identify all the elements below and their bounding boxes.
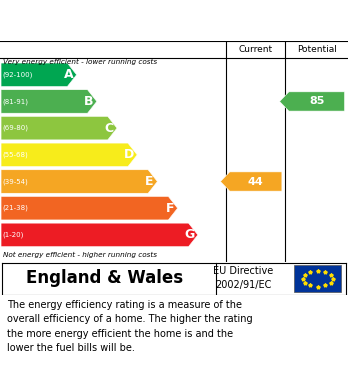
Text: Energy Efficiency Rating: Energy Efficiency Rating <box>10 18 220 32</box>
Text: 44: 44 <box>248 176 264 187</box>
Text: Current: Current <box>239 45 273 54</box>
Polygon shape <box>1 63 77 86</box>
Polygon shape <box>220 172 282 191</box>
Text: (81-91): (81-91) <box>3 98 29 105</box>
Text: (55-68): (55-68) <box>3 152 29 158</box>
Text: EU Directive
2002/91/EC: EU Directive 2002/91/EC <box>213 266 274 290</box>
Text: The energy efficiency rating is a measure of the
overall efficiency of a home. T: The energy efficiency rating is a measur… <box>7 300 253 353</box>
Polygon shape <box>1 170 157 193</box>
Text: D: D <box>124 148 134 161</box>
Text: Potential: Potential <box>297 45 337 54</box>
Text: B: B <box>84 95 94 108</box>
Polygon shape <box>1 143 137 167</box>
Text: E: E <box>145 175 154 188</box>
Text: 85: 85 <box>309 97 324 106</box>
Text: (1-20): (1-20) <box>3 231 24 238</box>
Text: G: G <box>185 228 195 241</box>
Text: Very energy efficient - lower running costs: Very energy efficient - lower running co… <box>3 59 158 65</box>
Text: (21-38): (21-38) <box>3 205 29 212</box>
FancyBboxPatch shape <box>294 265 341 292</box>
Polygon shape <box>1 90 97 113</box>
Polygon shape <box>279 92 345 111</box>
Polygon shape <box>1 223 198 247</box>
Text: Not energy efficient - higher running costs: Not energy efficient - higher running co… <box>3 252 158 258</box>
Polygon shape <box>1 117 117 140</box>
Text: F: F <box>166 202 174 215</box>
Text: A: A <box>64 68 73 81</box>
Text: (69-80): (69-80) <box>3 125 29 131</box>
Text: England & Wales: England & Wales <box>26 269 183 287</box>
Text: C: C <box>104 122 114 135</box>
Polygon shape <box>1 196 177 220</box>
Text: (39-54): (39-54) <box>3 178 29 185</box>
Text: (92-100): (92-100) <box>3 72 33 78</box>
